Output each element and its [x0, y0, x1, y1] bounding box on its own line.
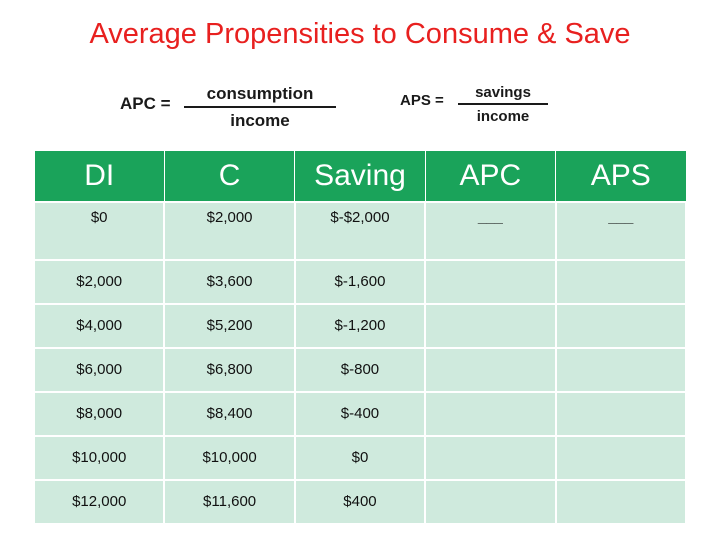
cell-apc: [424, 346, 557, 393]
cell-saving: $0: [293, 434, 427, 481]
table-row: $0 $2,000 $-$2,000 ___ ___: [32, 201, 688, 261]
cell-c: $6,800: [163, 346, 296, 393]
apc-fraction-bar: [184, 106, 336, 108]
cell-aps: [554, 434, 688, 481]
header-aps: APS: [555, 150, 687, 203]
aps-numerator: savings: [475, 84, 531, 101]
cell-c: $5,200: [163, 302, 296, 349]
cell-aps: [554, 346, 688, 393]
apc-blank: ___: [477, 209, 503, 226]
cell-saving: $400: [293, 478, 427, 526]
apc-formula-label: APC =: [120, 94, 171, 113]
cell-di: $2,000: [32, 258, 166, 305]
cell-apc: [424, 390, 557, 437]
table-header-row: DI C Saving APC APS: [33, 150, 687, 203]
propensity-table: DI C Saving APC APS $0 $2,000 $-$2,000 _…: [32, 150, 688, 526]
cell-di: $8,000: [32, 390, 166, 437]
cell-apc: [424, 258, 557, 305]
aps-fraction-bar: [458, 103, 548, 105]
cell-di: $12,000: [32, 478, 166, 526]
header-di: DI: [33, 150, 165, 203]
cell-c: $10,000: [163, 434, 296, 481]
cell-aps: [554, 478, 688, 526]
apc-formula: APC = consumption income: [120, 84, 340, 136]
cell-saving: $-$2,000: [293, 201, 427, 261]
aps-formula-label: APS =: [400, 92, 444, 109]
cell-di: $0: [32, 201, 166, 261]
aps-formula: APS = savings income: [400, 84, 560, 136]
apc-numerator: consumption: [206, 84, 314, 103]
aps-fraction: savings income: [458, 84, 548, 125]
cell-saving: $-1,600: [293, 258, 427, 305]
cell-di: $6,000: [32, 346, 166, 393]
cell-apc: ___: [424, 201, 557, 261]
apc-denominator: income: [230, 111, 290, 130]
table-row: $6,000 $6,800 $-800: [32, 346, 688, 393]
cell-apc: [424, 478, 557, 526]
header-c: C: [163, 150, 296, 203]
cell-di: $10,000: [32, 434, 166, 481]
table-row: $2,000 $3,600 $-1,600: [32, 258, 688, 305]
cell-c: $2,000: [163, 201, 296, 261]
cell-apc: [424, 434, 557, 481]
cell-apc: [424, 302, 557, 349]
cell-aps: [554, 302, 688, 349]
cell-aps: ___: [554, 201, 688, 261]
cell-di: $4,000: [32, 302, 166, 349]
slide-title: Average Propensities to Consume & Save: [89, 18, 631, 50]
table-row: $4,000 $5,200 $-1,200: [32, 302, 688, 349]
cell-saving: $-400: [293, 390, 427, 437]
aps-blank: ___: [608, 209, 634, 226]
cell-aps: [554, 258, 688, 305]
cell-c: $8,400: [163, 390, 296, 437]
cell-c: $11,600: [163, 478, 296, 526]
table-row: $8,000 $8,400 $-400: [32, 390, 688, 437]
cell-aps: [554, 390, 688, 437]
aps-denominator: income: [476, 108, 530, 125]
table-row: $10,000 $10,000 $0: [32, 434, 688, 481]
cell-saving: $-1,200: [293, 302, 427, 349]
header-apc: APC: [424, 150, 557, 203]
cell-saving: $-800: [293, 346, 427, 393]
header-saving: Saving: [294, 150, 426, 203]
cell-c: $3,600: [163, 258, 296, 305]
table-row: $12,000 $11,600 $400: [32, 478, 688, 526]
apc-fraction: consumption income: [184, 84, 336, 131]
